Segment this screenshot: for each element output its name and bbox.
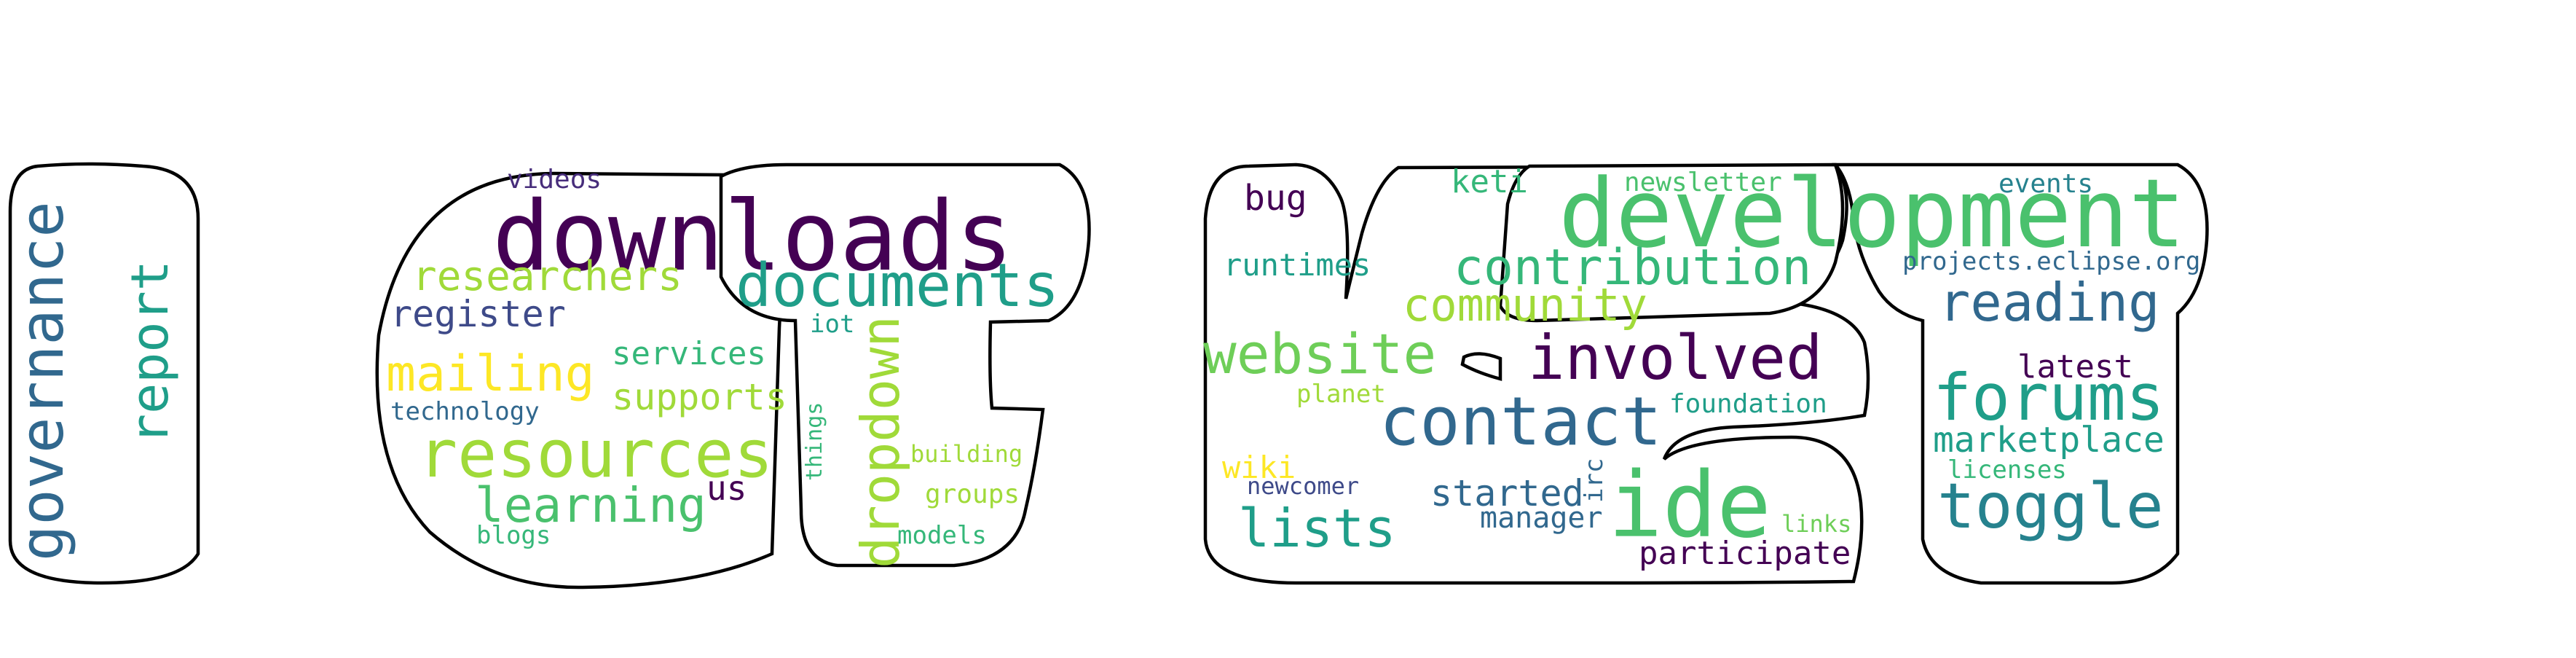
word-links: links [1781, 510, 1851, 538]
word-events: events [1998, 169, 2093, 199]
word-contribution: contribution [1454, 239, 1811, 297]
word-community: community [1403, 278, 1647, 332]
word-models: models [897, 521, 987, 550]
letter-i-outline [8, 162, 200, 585]
word-latest: latest [2017, 348, 2133, 385]
word-started: started [1430, 472, 1584, 514]
word-us: us [706, 469, 747, 508]
word-wiki: wiki [1222, 450, 1296, 485]
word-supports: supports [612, 376, 787, 418]
word-governance: governance [8, 201, 77, 561]
word-forums: forums [1933, 360, 2165, 435]
letter-t2-outline [1832, 162, 2209, 585]
k-notch-outline [1460, 352, 1502, 381]
word-register: register [390, 293, 566, 335]
letter-t-outline [719, 162, 1091, 568]
word-iot: iot [810, 310, 854, 339]
word-reading: reading [1939, 272, 2159, 333]
word-involved: involved [1528, 322, 1823, 393]
word-manager: manager [1480, 501, 1603, 535]
word-documents: documents [736, 251, 1059, 321]
word-learning: learning [475, 477, 706, 533]
word-technology: technology [390, 397, 540, 426]
word-blogs: blogs [476, 521, 551, 550]
word-participate: participate [1639, 535, 1851, 572]
word-dropdown: dropdown [850, 316, 911, 568]
word-newsletter: newsletter [1624, 168, 1782, 197]
word-planet: planet [1296, 380, 1386, 409]
word-researchers: researchers [412, 253, 682, 300]
word-projects-eclipse-org: projects.eclipse.org [1902, 247, 2200, 276]
word-foundation: foundation [1669, 389, 1827, 419]
word-newcomer: newcomer [1247, 472, 1359, 500]
word-bug: bug [1244, 178, 1307, 219]
word-website: website [1203, 321, 1436, 386]
word-development: development [1559, 158, 2186, 269]
word-resources: resources [418, 416, 773, 493]
word-downloads: downloads [492, 181, 1013, 293]
word-lists: lists [1238, 498, 1396, 559]
iot-keti-letter-outlines [8, 162, 2209, 590]
word-things: things [802, 402, 827, 481]
word-groups: groups [925, 479, 1020, 509]
word-keti: keti [1451, 163, 1528, 200]
word-toggle: toggle [1937, 470, 2164, 543]
word-videos: videos [507, 165, 602, 195]
word-licenses: licenses [1947, 455, 2067, 485]
letter-e-outline [1498, 162, 1845, 323]
word-services: services [612, 335, 766, 372]
word-mailing: mailing [386, 345, 595, 403]
word-runtimes: runtimes [1224, 247, 1371, 283]
word-ide: ide [1608, 453, 1771, 558]
word-building: building [910, 440, 1023, 468]
word-report: report [120, 260, 180, 444]
word-contact: contact [1379, 383, 1662, 461]
word-irc: irc [1580, 458, 1609, 503]
word-marketplace: marketplace [1933, 420, 2165, 461]
